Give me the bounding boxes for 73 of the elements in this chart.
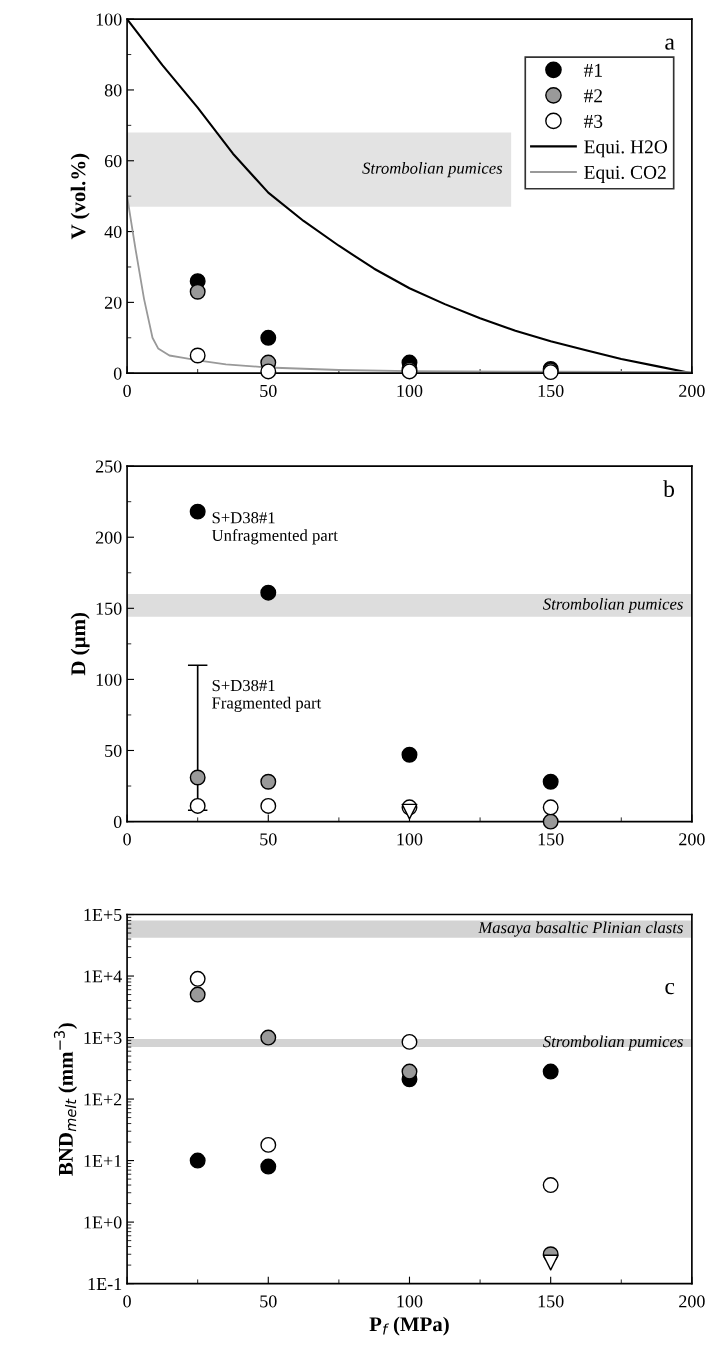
point [189, 347, 206, 364]
y-tick-label: 50 [105, 744, 122, 757]
point [189, 503, 206, 520]
x-tick-label: 200 [679, 833, 705, 846]
y-tick-label: 1E+5 [84, 908, 122, 921]
y-tick-label: 1E+2 [84, 1093, 122, 1106]
point [401, 1063, 418, 1080]
point [401, 746, 418, 763]
y-tick-label: 150 [96, 602, 122, 615]
y-tick-label: 1E-1 [88, 1277, 122, 1290]
x-axis-title: P$_{f}$ (MPa) [369, 1316, 449, 1336]
x-tick-label: 100 [397, 833, 423, 846]
point [260, 584, 277, 601]
point [260, 773, 277, 790]
point [401, 1033, 418, 1050]
band-label: Strombolian pumices [543, 1035, 683, 1051]
point [542, 773, 559, 790]
point [260, 1158, 277, 1175]
point [189, 769, 206, 786]
x-tick-label: 0 [123, 1295, 131, 1308]
point [189, 797, 206, 814]
point [260, 363, 277, 380]
y-tick-label: 250 [95, 460, 122, 473]
x-tick-label: 200 [679, 384, 705, 398]
x-tick-label: 150 [538, 833, 564, 846]
y-axis-title: BND$_{melt}$ (mm$^{−3}$) [53, 1023, 78, 1176]
y-tick-label: 100 [96, 673, 122, 686]
x-tick-label: 100 [397, 1295, 423, 1308]
point [189, 986, 206, 1003]
point [401, 803, 418, 820]
legend-label: #1 [583, 63, 602, 77]
annotation: c [665, 982, 675, 995]
y-tick-label: 0 [113, 815, 122, 829]
x-tick-label: 0 [123, 384, 131, 398]
band-label: Strombolian pumices [362, 162, 503, 178]
x-tick-label: 150 [538, 384, 564, 398]
point [542, 1063, 559, 1080]
x-tick-label: 50 [260, 1295, 277, 1308]
y-tick-label: 1E+0 [84, 1216, 122, 1229]
y-tick-label: 60 [104, 155, 122, 168]
x-tick-label: 150 [538, 1295, 564, 1308]
point [542, 813, 559, 830]
y-tick-label: 1E+3 [84, 1031, 122, 1044]
legend-label: #3 [583, 114, 603, 128]
point [189, 283, 206, 300]
legend-label: #2 [583, 89, 602, 103]
legend-label: Equi. H2O [584, 140, 668, 158]
y-axis-title: D (µm) [70, 613, 90, 676]
y-tick-label: 80 [104, 84, 122, 97]
y-tick-label: 1E+1 [84, 1154, 122, 1167]
annotation: S+D38#1 Fragmented part [212, 679, 322, 712]
x-tick-label: 50 [260, 833, 277, 846]
y-axis-title: V (vol.%) [70, 153, 90, 240]
annotation: a [665, 38, 675, 50]
y-tick-label: 100 [96, 13, 122, 26]
annotation: b [663, 480, 675, 497]
x-tick-label: 200 [679, 1295, 705, 1308]
x-tick-label: 0 [123, 833, 131, 846]
point [542, 1254, 559, 1271]
y-tick-label: 40 [104, 225, 122, 239]
band-label: Masaya basaltic Plinian clasts [478, 921, 683, 937]
point [189, 1152, 206, 1169]
y-tick-label: 20 [104, 296, 122, 309]
y-tick-label: 0 [113, 367, 122, 380]
y-tick-label: 200 [95, 531, 122, 544]
y-tick-label: 1E+4 [84, 970, 122, 983]
point [260, 329, 277, 346]
x-tick-label: 50 [260, 384, 277, 398]
annotation: S+D38#1 Unfragmented part [211, 512, 338, 545]
point [260, 1029, 277, 1046]
band-label: Strombolian pumices [543, 597, 683, 614]
legend-label: Equi. CO2 [584, 165, 666, 183]
x-tick-label: 100 [397, 384, 423, 398]
